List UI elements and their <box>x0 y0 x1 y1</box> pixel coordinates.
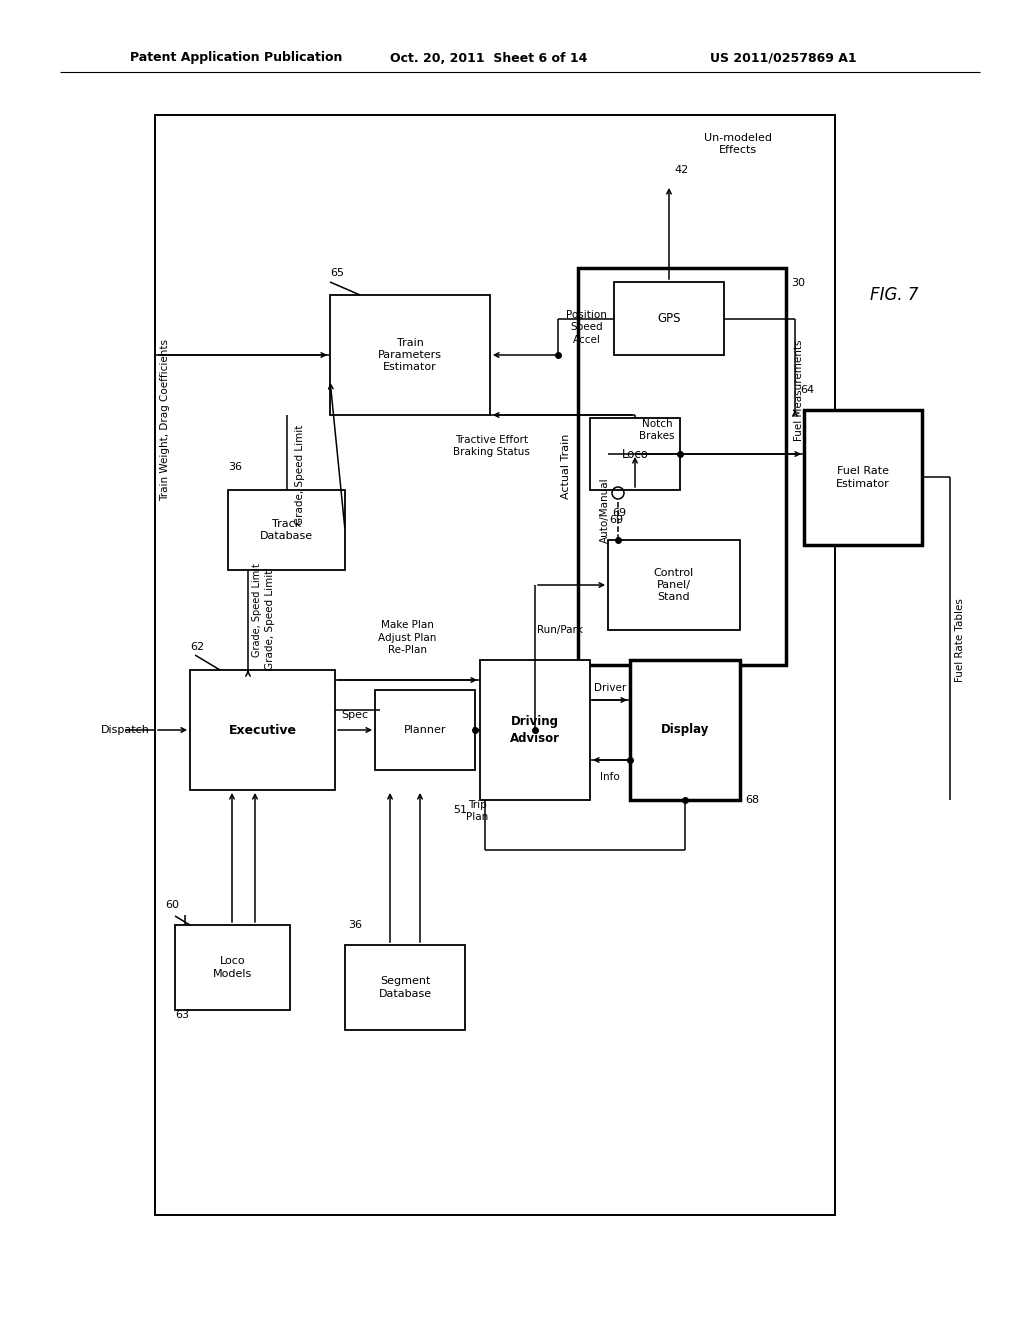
Text: 69: 69 <box>609 515 624 525</box>
Text: Dispatch: Dispatch <box>101 725 150 735</box>
Bar <box>578 268 786 665</box>
Text: Position
Speed
Accel: Position Speed Accel <box>566 310 607 345</box>
Bar <box>228 490 345 570</box>
Text: 36: 36 <box>228 462 242 473</box>
Text: Un-modeled
Effects: Un-modeled Effects <box>705 132 772 154</box>
Text: 65: 65 <box>330 268 344 279</box>
Text: Tractive Effort
Braking Status: Tractive Effort Braking Status <box>454 436 530 458</box>
Text: Planner: Planner <box>403 725 446 735</box>
Text: Train
Parameters
Estimator: Train Parameters Estimator <box>378 338 442 372</box>
Text: 36: 36 <box>348 920 362 931</box>
Text: Driver: Driver <box>594 682 626 693</box>
Text: Trip
Plan: Trip Plan <box>466 800 488 822</box>
Bar <box>155 115 835 1214</box>
Text: Fuel Rate
Estimator: Fuel Rate Estimator <box>837 466 890 488</box>
Bar <box>480 660 590 800</box>
Text: 62: 62 <box>190 642 204 652</box>
Text: 63: 63 <box>175 1010 189 1020</box>
Text: Display: Display <box>660 723 710 737</box>
Bar <box>804 411 922 545</box>
Bar <box>190 671 335 789</box>
Bar <box>608 540 740 630</box>
Text: Segment
Database: Segment Database <box>379 977 431 999</box>
Bar <box>614 282 724 355</box>
Text: 69: 69 <box>612 508 626 517</box>
Bar <box>345 945 465 1030</box>
Text: 42: 42 <box>674 165 688 176</box>
Text: Fuel Measurements: Fuel Measurements <box>794 339 804 441</box>
Text: 60: 60 <box>165 900 179 909</box>
Text: Actual Train: Actual Train <box>561 434 571 499</box>
Text: Loco: Loco <box>622 447 648 461</box>
Text: Train Weight, Drag Coefficients: Train Weight, Drag Coefficients <box>160 339 170 502</box>
Bar <box>175 925 290 1010</box>
Text: Make Plan
Adjust Plan
Re-Plan: Make Plan Adjust Plan Re-Plan <box>378 620 436 655</box>
Bar <box>330 294 490 414</box>
Text: Grade, Speed Limit: Grade, Speed Limit <box>265 570 275 671</box>
Text: GPS: GPS <box>657 312 681 325</box>
Text: Grade, Speed Limit: Grade, Speed Limit <box>252 564 262 657</box>
Text: Loco
Models: Loco Models <box>213 956 252 978</box>
Text: Auto/Manual: Auto/Manual <box>600 478 610 543</box>
Text: 51: 51 <box>454 805 468 814</box>
Bar <box>630 660 740 800</box>
Text: 30: 30 <box>791 279 805 288</box>
Text: Oct. 20, 2011  Sheet 6 of 14: Oct. 20, 2011 Sheet 6 of 14 <box>390 51 588 65</box>
Text: Spec: Spec <box>341 710 369 719</box>
Bar <box>375 690 475 770</box>
Text: Driving
Advisor: Driving Advisor <box>510 715 560 744</box>
Text: Fuel Rate Tables: Fuel Rate Tables <box>955 598 965 682</box>
Text: Patent Application Publication: Patent Application Publication <box>130 51 342 65</box>
Text: US 2011/0257869 A1: US 2011/0257869 A1 <box>710 51 857 65</box>
Text: Info: Info <box>600 772 620 781</box>
Text: Notch
Brakes: Notch Brakes <box>640 418 675 441</box>
Text: Track
Database: Track Database <box>260 519 313 541</box>
Text: FIG. 7: FIG. 7 <box>870 286 919 304</box>
Bar <box>590 418 680 490</box>
Text: Run/Park: Run/Park <box>537 624 583 635</box>
Text: 68: 68 <box>745 795 759 805</box>
Text: Control
Panel/
Stand: Control Panel/ Stand <box>654 568 694 602</box>
Text: Executive: Executive <box>228 723 297 737</box>
Text: Grade, Speed Limit: Grade, Speed Limit <box>295 425 305 525</box>
Text: 64: 64 <box>800 385 814 395</box>
